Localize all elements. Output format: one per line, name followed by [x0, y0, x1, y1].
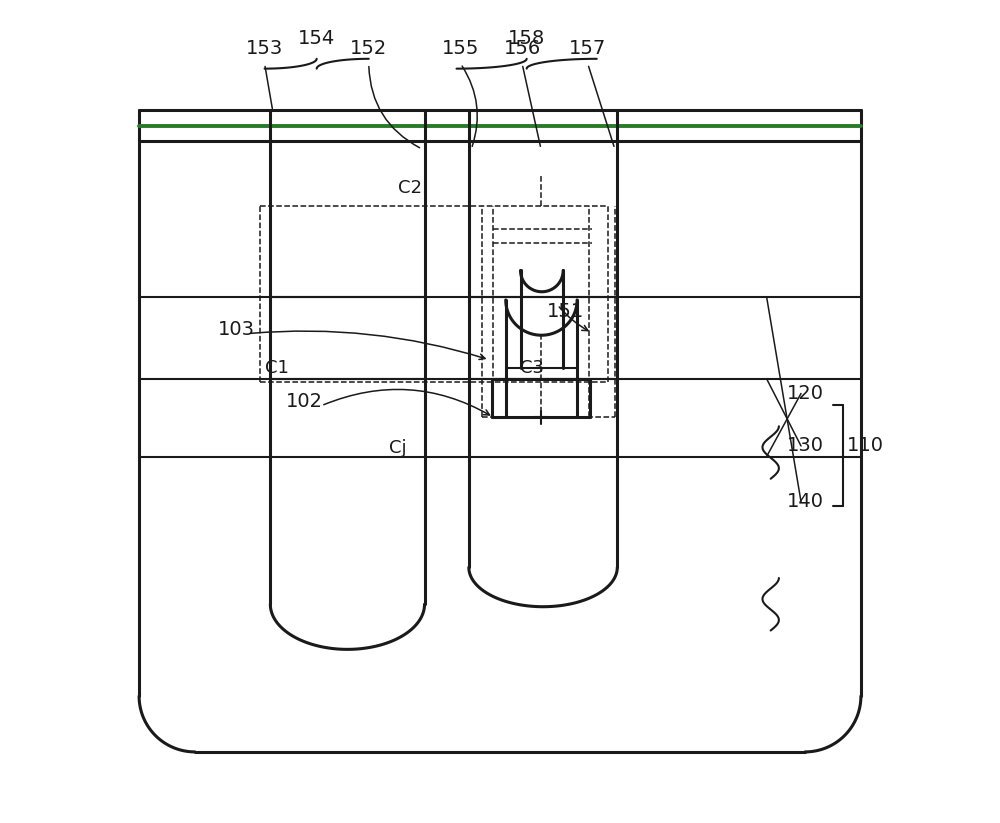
Text: 157: 157 [569, 40, 606, 58]
Text: C1: C1 [265, 359, 289, 377]
Text: C3: C3 [520, 359, 544, 377]
Text: C2: C2 [398, 179, 422, 198]
Text: 155: 155 [442, 40, 479, 58]
Text: 103: 103 [217, 320, 254, 339]
Text: Cj: Cj [389, 439, 406, 458]
Text: 151: 151 [547, 302, 584, 321]
Text: 120: 120 [787, 384, 824, 403]
Text: 102: 102 [286, 392, 323, 412]
Text: 110: 110 [846, 436, 883, 455]
Text: 140: 140 [787, 492, 824, 511]
Text: 153: 153 [246, 40, 283, 58]
Text: 152: 152 [350, 40, 387, 58]
Text: 154: 154 [298, 29, 335, 48]
Text: 156: 156 [504, 40, 541, 58]
Text: 130: 130 [787, 436, 824, 455]
Text: 158: 158 [508, 29, 545, 48]
